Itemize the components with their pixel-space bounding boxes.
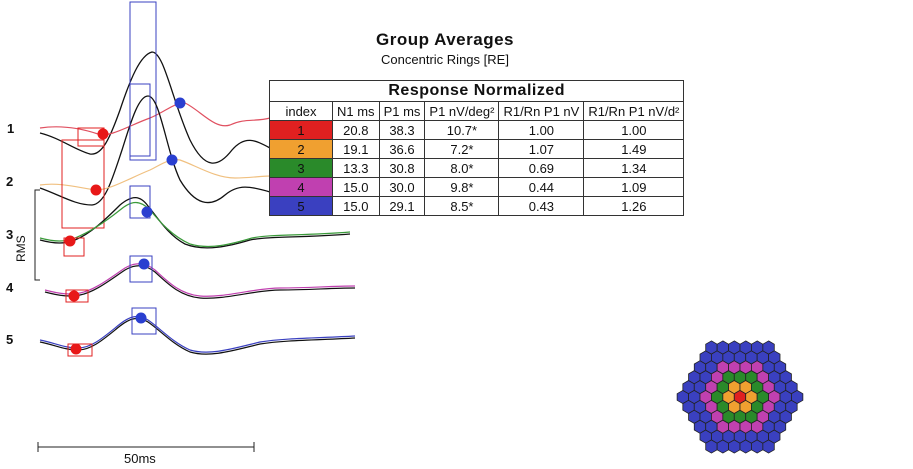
table-cell-p1-ms: 38.3 xyxy=(378,120,426,140)
row-index-swatch: 3 xyxy=(269,158,333,178)
table-header-row: index N1 ms P1 ms P1 nV/deg² R1/Rn P1 nV… xyxy=(269,101,685,121)
col-header-p1: P1 ms xyxy=(378,101,426,121)
ring2-n1-marker xyxy=(90,184,102,196)
ring2-p1-marker xyxy=(166,154,178,166)
col-header-ratio-nv: R1/Rn P1 nV xyxy=(498,101,585,121)
ring2-group-trace xyxy=(39,95,271,206)
ring1-group-trace xyxy=(39,51,271,164)
table-caption: Response Normalized xyxy=(268,80,685,102)
ring-label-2: 2 xyxy=(6,174,14,189)
table-row: 2 19.1 36.6 7.2* 1.07 1.49 xyxy=(269,139,685,159)
col-header-p1-density: P1 nV/deg² xyxy=(424,101,500,121)
table-cell-p1-nv-deg2: 7.2* xyxy=(424,139,500,159)
ring5-n1-box xyxy=(67,343,93,357)
ring4-group-trace xyxy=(44,265,356,299)
table-cell-n1-ms: 20.8 xyxy=(332,120,380,140)
hex-ring-map xyxy=(676,340,804,454)
ring5-color-trace xyxy=(39,315,356,353)
ring1-n1-marker xyxy=(97,128,109,140)
table-cell-r1rn-p1-nvd2: 1.09 xyxy=(583,177,685,197)
ring2-n1-box xyxy=(61,139,105,229)
table-cell-n1-ms: 15.0 xyxy=(332,177,380,197)
table-cell-r1rn-p1-nvd2: 1.49 xyxy=(583,139,685,159)
ring5-group-trace xyxy=(39,317,356,355)
ring5-p1-marker xyxy=(135,312,147,324)
ring-label-5: 5 xyxy=(6,332,14,347)
table-cell-n1-ms: 15.0 xyxy=(332,196,380,216)
ring2-p1-box xyxy=(129,83,151,157)
table-cell-p1-nv-deg2: 8.5* xyxy=(424,196,500,216)
col-header-ratio-density: R1/Rn P1 nV/d² xyxy=(583,101,685,121)
ring1-traces xyxy=(39,1,271,164)
table-cell-p1-nv-deg2: 9.8* xyxy=(424,177,500,197)
table-cell-p1-ms: 29.1 xyxy=(378,196,426,216)
hex-cell-ring-5 xyxy=(791,389,804,405)
table-cell-p1-nv-deg2: 10.7* xyxy=(424,120,500,140)
ring4-p1-marker xyxy=(138,258,150,270)
rms-bracket xyxy=(34,189,40,281)
ring1-p1-box xyxy=(129,1,157,161)
response-table: Response Normalized index N1 ms P1 ms P1… xyxy=(268,80,685,216)
table-cell-r1rn-p1-nv: 0.69 xyxy=(498,158,585,178)
table-cell-n1-ms: 13.3 xyxy=(332,158,380,178)
ring3-traces xyxy=(39,185,351,257)
table-cell-r1rn-p1-nvd2: 1.34 xyxy=(583,158,685,178)
ring5-n1-marker xyxy=(70,343,82,355)
table-cell-r1rn-p1-nv: 0.43 xyxy=(498,196,585,216)
chart-title: Group Averages xyxy=(375,30,514,49)
rms-label: RMS xyxy=(14,235,28,262)
row-index-swatch: 4 xyxy=(269,177,333,197)
table-cell-p1-ms: 36.6 xyxy=(378,139,426,159)
ring1-color-trace xyxy=(39,102,271,136)
table-cell-r1rn-p1-nv: 0.44 xyxy=(498,177,585,197)
ring4-color-trace xyxy=(44,263,356,297)
table-row: 1 20.8 38.3 10.7* 1.00 1.00 xyxy=(269,120,685,140)
ring-label-4: 4 xyxy=(6,280,14,295)
ring2-traces xyxy=(39,83,271,229)
col-header-n1: N1 ms xyxy=(332,101,380,121)
time-scale-bar xyxy=(37,442,255,452)
ring5-traces xyxy=(39,307,356,357)
col-header-index: index xyxy=(269,101,333,121)
table-row: 5 15.0 29.1 8.5* 0.43 1.26 xyxy=(269,196,685,216)
ring3-p1-box xyxy=(129,185,151,219)
table-cell-p1-ms: 30.8 xyxy=(378,158,426,178)
ring4-n1-marker xyxy=(68,290,80,302)
ring3-n1-marker xyxy=(64,235,76,247)
table-cell-r1rn-p1-nv: 1.07 xyxy=(498,139,585,159)
table-cell-p1-nv-deg2: 8.0* xyxy=(424,158,500,178)
table-cell-r1rn-p1-nv: 1.00 xyxy=(498,120,585,140)
table-row: 4 15.0 30.0 9.8* 0.44 1.09 xyxy=(269,177,685,197)
table-cell-p1-ms: 30.0 xyxy=(378,177,426,197)
time-scale-label: 50ms xyxy=(124,451,156,466)
table-row: 3 13.3 30.8 8.0* 0.69 1.34 xyxy=(269,158,685,178)
ring2-color-trace xyxy=(39,159,271,191)
ring3-p1-marker xyxy=(141,206,153,218)
ring5-p1-box xyxy=(131,307,157,335)
row-index-swatch: 2 xyxy=(269,139,333,159)
ring4-n1-box xyxy=(65,289,89,303)
table-cell-r1rn-p1-nvd2: 1.00 xyxy=(583,120,685,140)
row-index-swatch: 5 xyxy=(269,196,333,216)
table-cell-n1-ms: 19.1 xyxy=(332,139,380,159)
table-cell-r1rn-p1-nvd2: 1.26 xyxy=(583,196,685,216)
ring4-traces xyxy=(44,255,356,303)
ring4-p1-box xyxy=(129,255,153,283)
row-index-swatch: 1 xyxy=(269,120,333,140)
ring-label-3: 3 xyxy=(6,227,14,242)
ring-label-1: 1 xyxy=(7,121,15,136)
chart-subtitle: Concentric Rings [RE] xyxy=(381,52,509,67)
ring1-p1-marker xyxy=(174,97,186,109)
